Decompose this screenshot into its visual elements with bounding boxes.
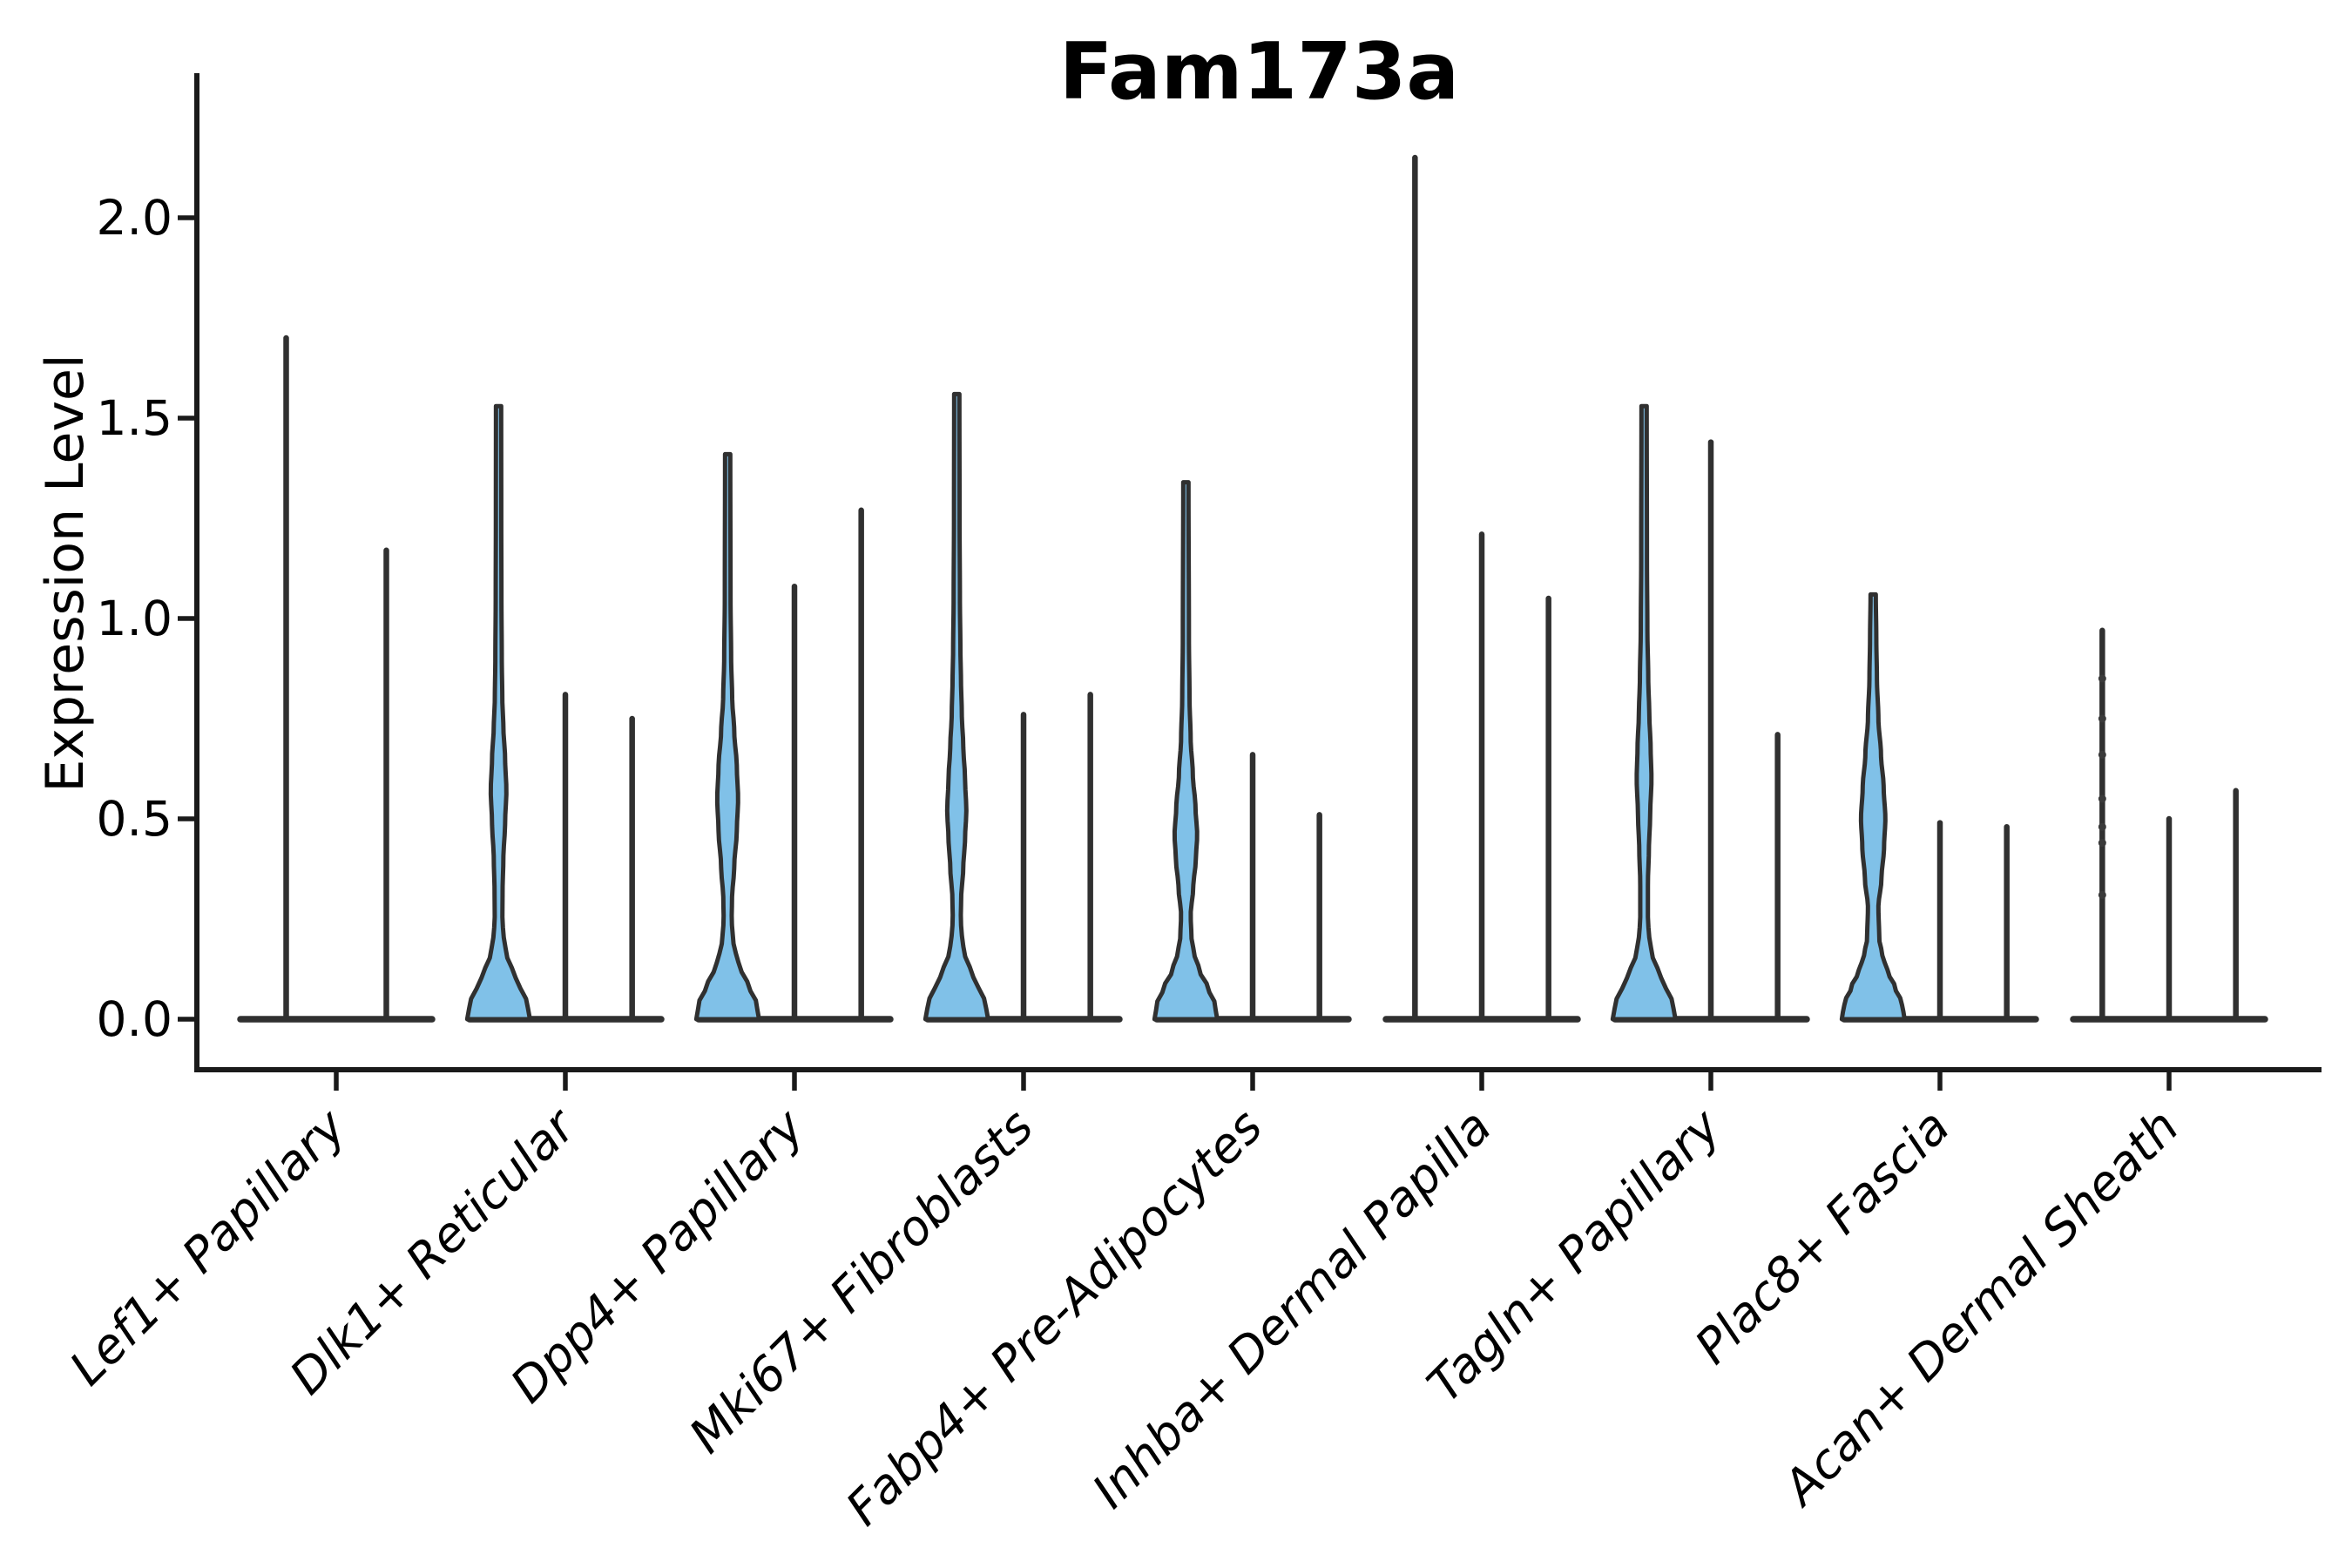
y-tick-label: 0.5 [97,791,172,847]
violin-shape [693,451,761,1022]
y-axis-label: Expression Level [35,354,96,793]
y-tick-label: 2.0 [97,190,172,246]
x-tick-label: Acan+ Dermal Sheath [1771,1098,2190,1517]
data-point-dot [2098,839,2106,848]
x-tick-label: Inhba+ Dermal Papilla [1082,1098,1502,1518]
y-tick-label: 0.0 [97,991,172,1047]
violin-shape [1610,403,1678,1022]
data-point-dot [2098,822,2106,831]
x-tick-label: Fabp4+ Pre-Adipocytes [835,1098,1273,1536]
chart-title: Fam173a [1058,26,1460,118]
data-point-dot [2098,750,2106,759]
violin-shape [1839,591,1907,1022]
data-point-dot [2098,890,2106,899]
violin-shape [923,391,990,1022]
data-point-dot [2098,794,2106,803]
violin-shape [464,403,532,1022]
y-tick-label: 1.0 [97,591,172,646]
data-point-dot [2098,714,2106,723]
data-point-dot [2098,674,2106,683]
y-tick-label: 1.5 [97,390,172,446]
violin-shape [1152,480,1220,1022]
